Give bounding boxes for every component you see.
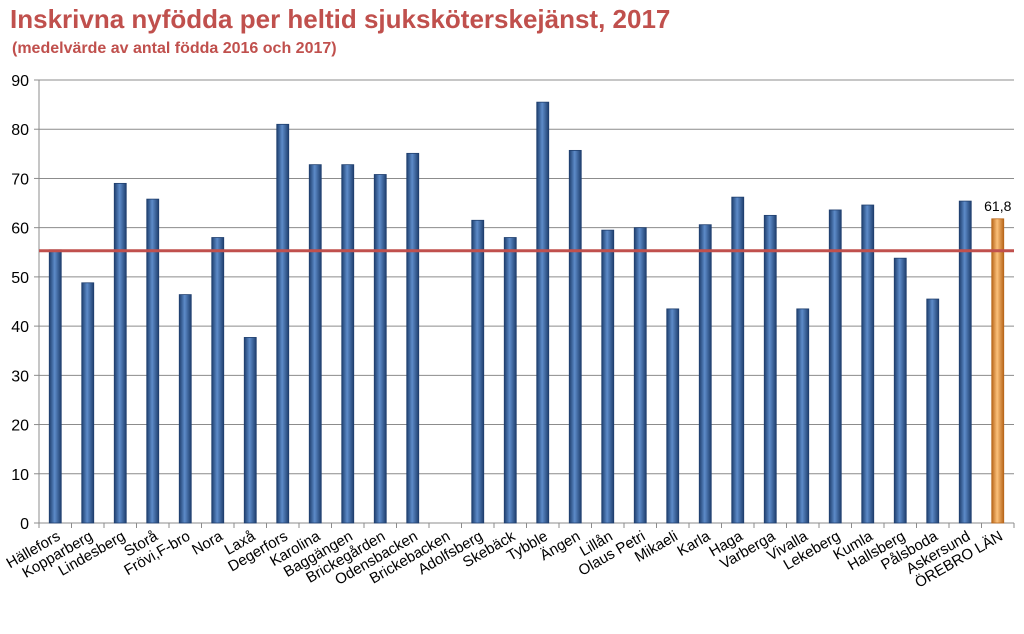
bar bbox=[763, 214, 777, 524]
bar bbox=[48, 249, 62, 524]
bar bbox=[926, 298, 940, 524]
bar bbox=[861, 204, 875, 524]
axes bbox=[34, 79, 1015, 528]
bar bbox=[406, 152, 420, 524]
bar bbox=[341, 164, 355, 524]
bar bbox=[373, 174, 387, 524]
bar bbox=[698, 224, 712, 524]
y-tick-label: 40 bbox=[11, 319, 29, 336]
y-tick-label: 30 bbox=[11, 368, 29, 385]
bar bbox=[568, 149, 582, 524]
bar bbox=[146, 198, 160, 524]
bar bbox=[731, 196, 745, 524]
bar bbox=[666, 308, 680, 524]
bars bbox=[48, 101, 1005, 524]
bar bbox=[828, 209, 842, 524]
data-label: 61,8 bbox=[984, 198, 1011, 214]
bar bbox=[796, 308, 810, 524]
y-tick-label: 10 bbox=[11, 467, 29, 484]
bar bbox=[601, 229, 615, 524]
bar bbox=[536, 101, 550, 524]
y-tick-label: 70 bbox=[11, 171, 29, 188]
bar bbox=[503, 237, 517, 524]
bar bbox=[308, 164, 322, 524]
chart-title: Inskrivna nyfödda per heltid sjuksköters… bbox=[10, 4, 671, 34]
y-tick-label: 0 bbox=[20, 516, 29, 533]
y-tick-label: 90 bbox=[11, 73, 29, 90]
bar bbox=[243, 337, 257, 524]
bar bbox=[471, 219, 485, 524]
bar bbox=[958, 200, 972, 524]
y-tick-label: 50 bbox=[11, 270, 29, 287]
gridlines bbox=[39, 79, 1014, 475]
bar bbox=[113, 182, 127, 524]
bar-highlight bbox=[991, 218, 1005, 524]
bar bbox=[276, 123, 290, 524]
bar bbox=[633, 227, 647, 524]
y-tick-label: 60 bbox=[11, 221, 29, 238]
y-tick-label: 20 bbox=[11, 418, 29, 435]
bar bbox=[211, 237, 225, 524]
bar bbox=[893, 257, 907, 524]
x-tick-label: Nora bbox=[189, 527, 226, 558]
bar bbox=[81, 282, 95, 524]
y-tick-label: 80 bbox=[11, 122, 29, 139]
chart-subtitle: (medelvärde av antal födda 2016 och 2017… bbox=[12, 40, 337, 57]
bar bbox=[178, 294, 192, 524]
